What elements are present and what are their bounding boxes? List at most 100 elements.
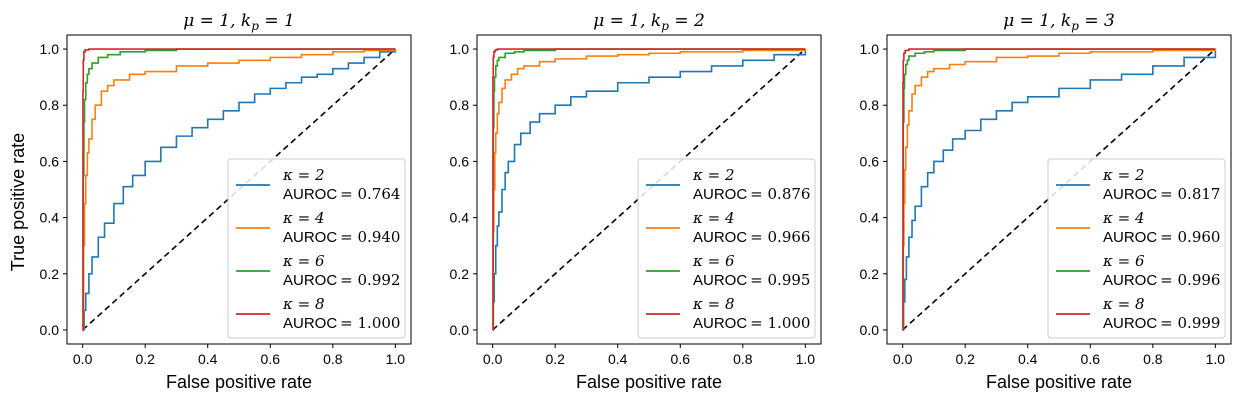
title-mu: μ = 1, — [1003, 11, 1061, 31]
x-tick-label: 0.8 — [733, 351, 753, 367]
y-tick-label: 0.0 — [40, 322, 60, 338]
y-tick-label: 0.8 — [40, 97, 60, 113]
roc-panel-2: 0.0 0.2 0.4 0.6 0.8 1.0 0.0 0.2 0.4 0.6 0.8 1.0 Fals… — [450, 11, 822, 392]
legend-auroc-value: = 0.996 — [1160, 271, 1220, 289]
legend-auroc: AUROC = 1.000 — [693, 314, 810, 332]
x-tick-label: 0.0 — [893, 351, 913, 367]
legend-auroc-value: = 0.995 — [750, 271, 810, 289]
title-k: k — [1061, 11, 1071, 31]
legend-auroc-value: = 1.000 — [340, 314, 400, 332]
y-tick-label: 0.0 — [450, 322, 470, 338]
legend-auroc: AUROC = 0.966 — [693, 228, 810, 246]
y-tick-label: 0.6 — [40, 153, 60, 169]
roc-curve-kappa-3 — [902, 48, 1216, 331]
x-tick-label: 0.4 — [608, 351, 628, 367]
legend-auroc-label: AUROC — [1103, 315, 1157, 332]
y-tick-label: 1.0 — [450, 41, 470, 57]
roc-curve-kappa-3 — [492, 48, 806, 331]
title-mu: μ = 1, — [183, 11, 241, 31]
roc-curve-kappa-1 — [492, 49, 807, 331]
legend-auroc: AUROC = 0.999 — [1103, 314, 1220, 332]
y-tick-label: 0.8 — [450, 97, 470, 113]
legend-auroc-label: AUROC — [283, 272, 337, 289]
title-mu: μ = 1, — [593, 11, 651, 31]
x-tick-label: 0.6 — [261, 351, 281, 367]
legend-auroc-label: AUROC — [283, 229, 337, 246]
plot-frame — [886, 34, 1232, 345]
x-tick-label: 0.8 — [1143, 351, 1163, 367]
x-tick-label: 0.6 — [671, 351, 691, 367]
title-subscript: p — [1071, 19, 1079, 33]
legend-series-name: κ = 6 — [282, 252, 325, 270]
panel-title: μ = 1, kp = 3 — [1003, 11, 1115, 33]
x-tick-label: 0.0 — [483, 351, 503, 367]
panel-title: μ = 1, kp = 2 — [593, 11, 705, 33]
title-eq: = 2 — [669, 11, 705, 31]
x-tick-label: 0.0 — [73, 351, 93, 367]
y-axis-label: True positive rate — [8, 133, 28, 271]
legend-auroc: AUROC = 0.940 — [283, 228, 400, 246]
roc-panel-3: 0.0 0.2 0.4 0.6 0.8 1.0 0.0 0.2 0.4 0.6 0.8 1.0 Fals… — [860, 11, 1232, 392]
legend-series-name: κ = 6 — [692, 252, 735, 270]
legend-auroc: AUROC = 0.817 — [1103, 185, 1220, 203]
legend-series-name: κ = 4 — [282, 209, 324, 227]
legend-auroc-label: AUROC — [283, 186, 337, 203]
legend-series-name: κ = 2 — [692, 166, 734, 184]
y-tick-label: 0.8 — [860, 97, 880, 113]
x-tick-label: 0.4 — [198, 351, 218, 367]
y-tick-label: 0.6 — [860, 153, 880, 169]
legend-auroc-label: AUROC — [693, 186, 747, 203]
x-tick-label: 1.0 — [796, 351, 816, 367]
legend-auroc-value: = 0.992 — [340, 271, 400, 289]
legend-series-name: κ = 8 — [1102, 295, 1144, 313]
roc-curve-kappa-2 — [82, 49, 397, 331]
legend-auroc: AUROC = 0.960 — [1103, 228, 1220, 246]
legend-auroc: AUROC = 0.995 — [693, 271, 810, 289]
y-tick-label: 0.6 — [450, 153, 470, 169]
legend-auroc-label: AUROC — [283, 315, 337, 332]
legend-auroc: AUROC = 0.764 — [283, 185, 400, 203]
legend-auroc-label: AUROC — [1103, 229, 1157, 246]
legend-auroc: AUROC = 0.992 — [283, 271, 400, 289]
legend-auroc-label: AUROC — [693, 229, 747, 246]
title-eq: = 1 — [259, 11, 295, 31]
x-tick-label: 0.6 — [1081, 351, 1101, 367]
roc-curve-kappa-1 — [82, 49, 397, 331]
legend-auroc-value: = 0.817 — [1160, 185, 1220, 203]
y-tick-label: 0.2 — [40, 266, 60, 282]
legend-auroc-value: = 0.764 — [340, 185, 400, 203]
legend-series-name: κ = 8 — [282, 295, 324, 313]
legend-box — [227, 158, 406, 339]
x-tick-label: 0.2 — [545, 351, 565, 367]
legend-series-name: κ = 2 — [1102, 166, 1144, 184]
y-tick-label: 0.4 — [860, 210, 880, 226]
plot-frame — [476, 34, 822, 345]
title-eq: = 3 — [1079, 11, 1115, 31]
roc-curve-kappa-4 — [82, 48, 396, 331]
x-tick-label: 0.8 — [323, 351, 343, 367]
panel-title: μ = 1, kp = 1 — [183, 11, 295, 33]
legend-series-name: κ = 8 — [692, 295, 734, 313]
roc-curve-kappa-2 — [492, 49, 807, 331]
legend-auroc-label: AUROC — [693, 272, 747, 289]
roc-curve-kappa-3 — [82, 48, 396, 331]
legend-auroc-label: AUROC — [1103, 186, 1157, 203]
legend-series-name: κ = 4 — [1102, 209, 1144, 227]
x-axis-label: False positive rate — [986, 372, 1132, 392]
title-subscript: p — [251, 19, 259, 33]
y-tick-label: 0.2 — [860, 266, 880, 282]
legend-series-name: κ = 6 — [1102, 252, 1145, 270]
legend-auroc-label: AUROC — [693, 315, 747, 332]
legend-auroc-value: = 0.999 — [1160, 314, 1220, 332]
legend-auroc-label: AUROC — [1103, 272, 1157, 289]
legend-auroc-value: = 0.960 — [1160, 228, 1220, 246]
legend-series-name: κ = 2 — [282, 166, 324, 184]
y-tick-label: 0.4 — [450, 210, 470, 226]
plot-frame — [66, 34, 412, 345]
legend-auroc: AUROC = 0.996 — [1103, 271, 1220, 289]
x-axis-label: False positive rate — [576, 372, 722, 392]
roc-curve-kappa-4 — [902, 48, 1216, 331]
legend-auroc: AUROC = 0.876 — [693, 185, 810, 203]
legend-box — [637, 158, 816, 339]
